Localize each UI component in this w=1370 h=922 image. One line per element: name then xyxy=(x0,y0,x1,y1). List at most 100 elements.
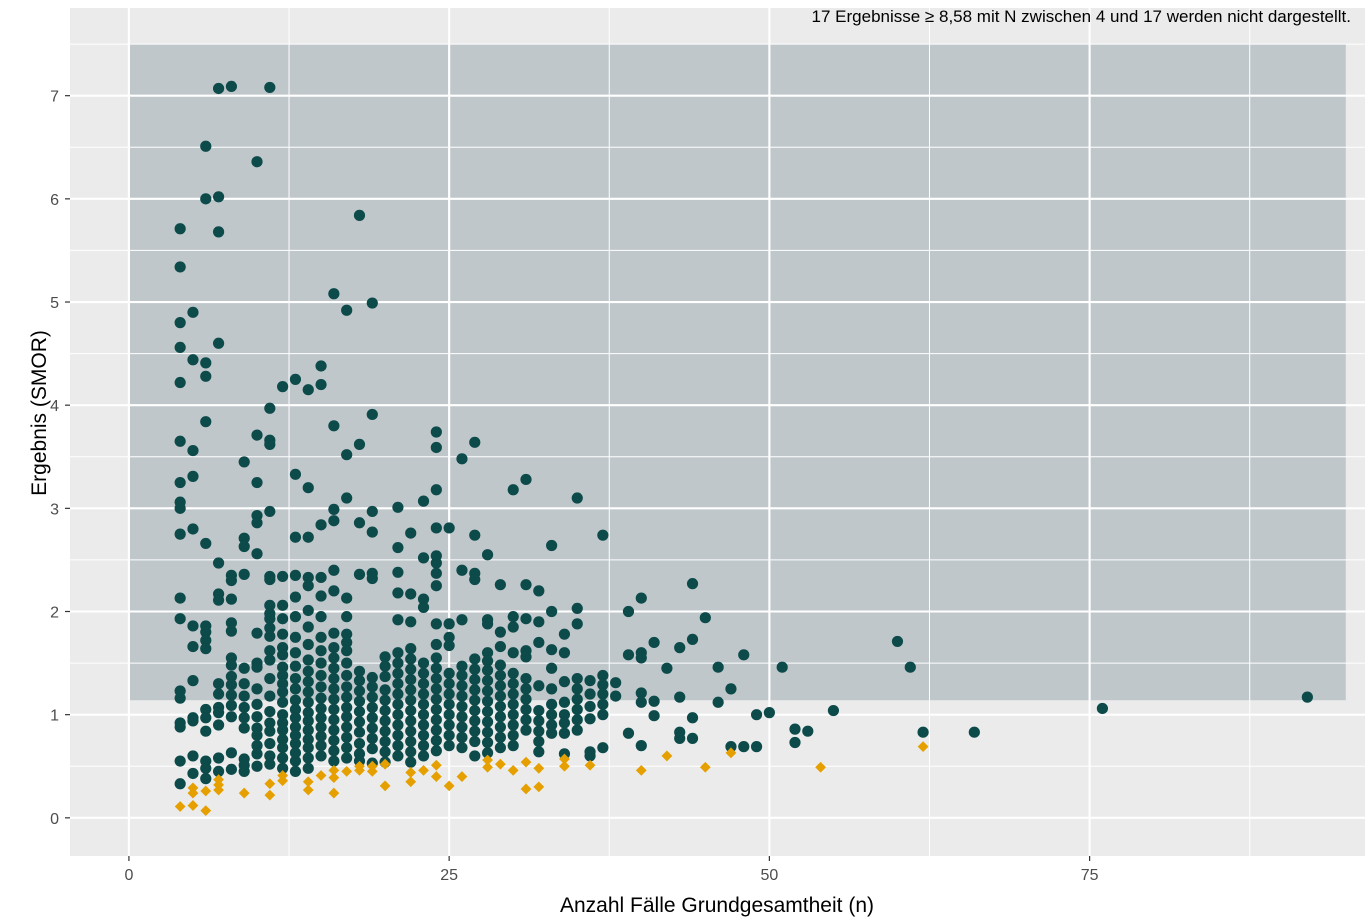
data-point-circle xyxy=(648,636,660,649)
data-point-diamond xyxy=(520,756,532,768)
y-axis-title: Ergebnis (SMOR) xyxy=(28,330,51,496)
data-point-circle xyxy=(302,742,314,754)
data-point-circle xyxy=(289,712,302,724)
data-point-circle xyxy=(225,689,237,701)
data-point-circle xyxy=(264,613,276,625)
y-tick-label: 4 xyxy=(50,398,59,415)
data-point-circle xyxy=(635,652,647,664)
data-point-circle xyxy=(750,741,763,753)
data-point-circle xyxy=(328,714,340,726)
data-point-circle xyxy=(405,715,417,727)
data-point-circle xyxy=(174,755,186,767)
data-point-circle xyxy=(469,704,481,717)
data-point-diamond xyxy=(559,760,570,772)
data-point-circle xyxy=(443,678,455,690)
data-point-circle xyxy=(597,698,609,710)
data-point-circle xyxy=(584,713,596,725)
data-point-circle xyxy=(392,688,404,700)
data-point-circle xyxy=(174,261,186,273)
data-point-circle xyxy=(225,711,237,723)
data-point-circle xyxy=(238,712,250,724)
data-point-circle xyxy=(302,531,314,543)
data-point-circle xyxy=(315,611,327,623)
data-point-circle xyxy=(200,416,212,428)
data-point-circle xyxy=(661,662,673,674)
data-point-circle xyxy=(315,750,327,762)
data-point-circle xyxy=(212,557,225,569)
reference-band xyxy=(128,44,1346,701)
data-point-circle xyxy=(238,532,250,544)
x-tick-label: 50 xyxy=(760,867,778,884)
data-point-circle xyxy=(277,661,289,673)
data-point-circle xyxy=(341,611,353,623)
y-tick-label: 7 xyxy=(50,89,59,106)
data-point-circle xyxy=(353,568,366,580)
data-point-circle xyxy=(494,640,506,653)
data-point-circle xyxy=(686,578,699,590)
data-point-circle xyxy=(366,408,378,421)
data-point-circle xyxy=(277,696,289,708)
data-point-circle xyxy=(456,711,468,723)
data-point-circle xyxy=(546,719,558,731)
data-point-circle xyxy=(366,505,378,518)
data-point-circle xyxy=(456,453,468,465)
data-point-circle xyxy=(341,449,353,461)
data-point-circle xyxy=(289,531,302,543)
data-point-circle xyxy=(328,515,340,527)
data-point-circle xyxy=(264,645,276,657)
data-point-circle xyxy=(520,724,532,736)
y-tick-label: 2 xyxy=(50,605,59,622)
data-point-circle xyxy=(289,647,302,659)
data-point-circle xyxy=(353,705,366,718)
data-point-circle xyxy=(187,767,199,780)
data-point-circle xyxy=(481,716,494,728)
data-point-circle xyxy=(507,678,519,690)
data-point-circle xyxy=(597,709,609,721)
data-point-circle xyxy=(277,570,289,583)
data-point-circle xyxy=(392,566,404,578)
data-point-circle xyxy=(264,599,276,611)
data-point-circle xyxy=(635,696,647,708)
data-point-circle xyxy=(443,522,455,534)
data-point-circle xyxy=(366,297,378,309)
data-point-circle xyxy=(277,752,289,764)
data-point-circle xyxy=(341,304,353,316)
x-tick-label: 0 xyxy=(124,867,133,884)
data-point-circle xyxy=(968,726,980,738)
data-point-circle xyxy=(392,719,404,731)
data-point-circle xyxy=(392,657,404,669)
data-point-circle xyxy=(430,484,442,496)
data-point-circle xyxy=(366,526,378,538)
data-point-circle xyxy=(469,715,481,727)
data-point-circle xyxy=(302,733,314,746)
data-point-circle xyxy=(264,737,276,750)
data-point-circle xyxy=(302,621,314,633)
data-point-circle xyxy=(341,691,353,703)
data-points xyxy=(174,80,1313,817)
data-point-circle xyxy=(597,679,609,691)
data-point-circle xyxy=(405,704,417,717)
data-point-circle xyxy=(430,580,442,592)
data-point-circle xyxy=(597,742,609,754)
data-point-circle xyxy=(392,729,404,741)
data-point-circle xyxy=(289,755,302,767)
data-point-diamond xyxy=(200,805,212,817)
data-point-circle xyxy=(430,683,442,695)
data-point-circle xyxy=(315,721,327,733)
data-point-circle xyxy=(174,223,186,235)
data-point-circle xyxy=(277,686,289,698)
chart-annotation: 17 Ergebnisse ≥ 8,58 mit N zwischen 4 un… xyxy=(812,7,1351,26)
data-point-circle xyxy=(392,587,404,599)
data-point-circle xyxy=(481,549,494,561)
data-point-circle xyxy=(443,631,455,643)
data-point-circle xyxy=(379,660,391,672)
data-point-circle xyxy=(712,661,724,673)
data-point-diamond xyxy=(520,783,532,795)
data-point-circle xyxy=(200,626,212,638)
data-point-circle xyxy=(725,683,737,695)
data-point-circle xyxy=(546,709,558,721)
data-point-circle xyxy=(341,681,353,693)
data-point-circle xyxy=(225,617,237,629)
data-point-circle xyxy=(507,729,519,741)
data-point-circle xyxy=(341,669,353,682)
